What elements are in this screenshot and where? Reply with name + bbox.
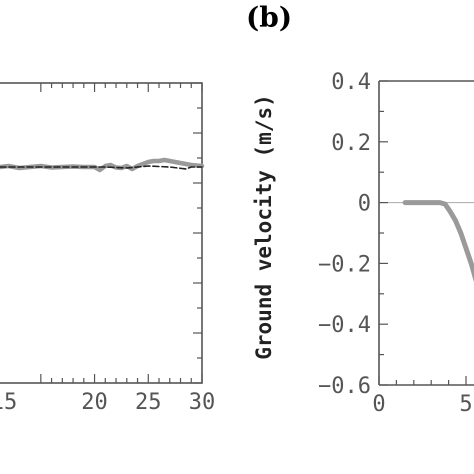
panel-b-label: (b)	[246, 1, 292, 34]
panel-a: 20 25 30 15	[0, 82, 216, 415]
panel-a-frame	[0, 82, 203, 384]
panel-b-series-line-0	[402, 200, 474, 283]
panel-b-y-tick-label: 0	[358, 192, 371, 217]
y-axis-label: Ground velocity (m/s)	[252, 94, 276, 360]
panel-b: (b) Ground velocity (m/s) 0.4 0.2 0 −0.2 −0.…	[246, 1, 474, 417]
panel-b-x-tick-label: 0	[372, 392, 385, 417]
panel-b-x-tick-label: 5	[459, 392, 472, 417]
panel-a-x-tick-label: 20	[81, 390, 108, 415]
panel-b-y-tick-label: 0.4	[331, 70, 371, 95]
panel-b-y-tick-label: −0.4	[318, 313, 371, 338]
panel-a-series-line-0	[0, 157, 205, 173]
panel-b-y-tick-label: 0.2	[331, 131, 371, 156]
panel-a-x-tick-label-partial: 15	[0, 390, 17, 415]
panel-a-series-line-1	[0, 165, 203, 170]
panel-b-y-tick-label: −0.6	[318, 374, 371, 399]
panel-a-x-tick-label: 25	[135, 390, 162, 415]
panel-a-x-tick-label: 30	[189, 390, 216, 415]
panel-b-y-tick-label: −0.2	[318, 252, 371, 277]
